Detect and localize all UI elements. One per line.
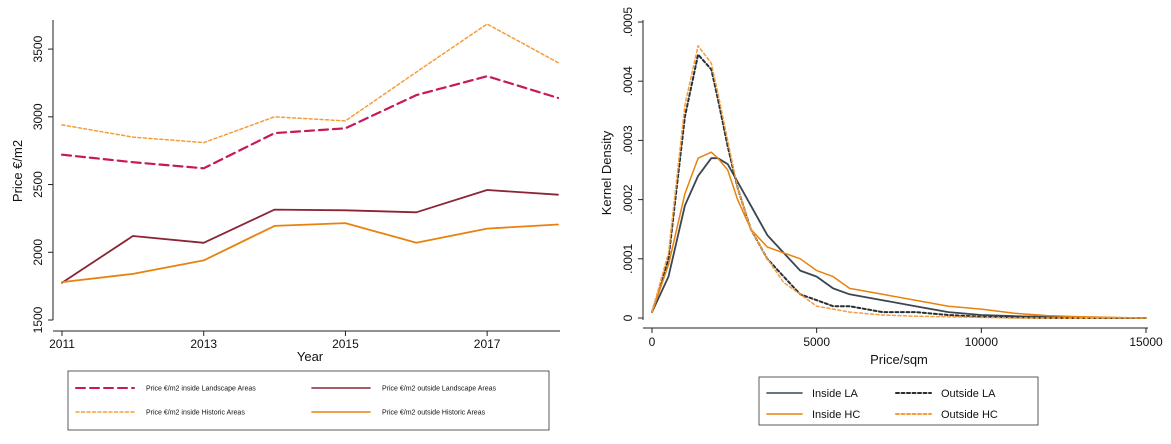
chart1-series-line-3	[61, 23, 559, 144]
chart1-legend-label: Price €/m2 inside Landscape Areas	[146, 386, 256, 393]
chart2-y-tick-label: .0004	[621, 66, 635, 96]
chart1-y-tick-label: 3500	[31, 35, 45, 62]
chart2-y-axis-label: Kernel Density	[599, 130, 614, 215]
chart2-y-tick-label: .0003	[621, 125, 635, 155]
chart1-y-tick-label: 2500	[31, 171, 45, 198]
chart2-legend-label: Inside HC	[812, 409, 860, 421]
chart2-x-tick-label: 10000	[965, 335, 999, 349]
chart1-x-tick-label: 2011	[49, 337, 75, 351]
chart1-series-line-4	[61, 222, 559, 284]
chart2-y-tick-label: 0	[621, 314, 635, 321]
chart2-legend-label: Inside LA	[812, 388, 859, 400]
chart2-series-line-3	[651, 151, 1147, 319]
chart1-series-line-1	[60, 75, 560, 170]
chart1-legend-label: Price €/m2 outside Historic Areas	[382, 410, 486, 417]
chart2-x-tick-label: 15000	[1129, 335, 1163, 349]
chart1-x-tick-label: 2013	[190, 337, 217, 351]
chart2-x-tick-label: 0	[649, 335, 656, 349]
chart1-y-tick-label: 2000	[31, 239, 45, 266]
chart2-legend-label: Outside LA	[941, 388, 996, 400]
chart1-legend-label: Price €/m2 inside Historic Areas	[146, 410, 245, 417]
chart2-x-tick-label: 5000	[803, 335, 830, 349]
chart1-y-tick-label: 3000	[31, 103, 45, 130]
chart2-y-tick-label: .0002	[621, 184, 635, 214]
chart2-series-line-1	[651, 157, 1147, 319]
chart2-legend-box	[758, 376, 1039, 426]
chart1-x-tick-label: 2015	[332, 337, 359, 351]
chart2-legend-label: Outside HC	[941, 409, 998, 421]
chart1-legend-box	[67, 370, 550, 431]
chart1-legend-label: Price €/m2 outside Landscape Areas	[382, 386, 497, 393]
chart2-x-axis-label: Price/sqm	[870, 352, 928, 367]
chart2-series-line-4	[651, 44, 1147, 319]
chart1-x-tick-label: 2017	[474, 337, 501, 351]
chart1-series-line-2	[61, 189, 559, 284]
chart1-x-axis-label: Year	[297, 349, 324, 364]
chart1-y-axis-label: Price €/m2	[10, 140, 25, 202]
chart2-y-tick-label: .0001	[621, 243, 635, 273]
chart2-y-tick-label: .0005	[621, 7, 635, 37]
chart1-y-tick-label: 1500	[31, 306, 45, 333]
chart2-series-line-2	[651, 53, 1147, 319]
